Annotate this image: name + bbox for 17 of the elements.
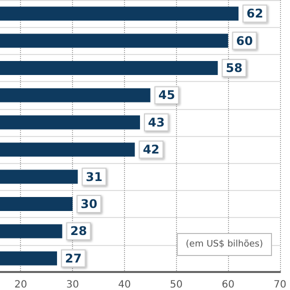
data-label: 28: [70, 224, 87, 238]
data-label: 60: [236, 34, 253, 48]
x-tick-label: 50: [170, 280, 183, 290]
data-label: 43: [148, 115, 165, 130]
annotation: (em US$ bilhões): [186, 240, 264, 250]
x-tick-label: 70: [274, 280, 286, 290]
x-tick-label: 60: [222, 280, 235, 290]
data-label: 30: [80, 197, 98, 211]
data-label: 62: [246, 6, 264, 21]
x-tick-label: 20: [14, 280, 28, 290]
data-label: 42: [142, 142, 160, 157]
data-label: 31: [86, 170, 102, 184]
data-label: 58: [226, 61, 242, 75]
x-tick-label: 30: [66, 280, 79, 290]
data-label: 27: [65, 251, 82, 266]
data-label: 45: [158, 88, 176, 102]
x-tick-label: 40: [118, 280, 131, 290]
